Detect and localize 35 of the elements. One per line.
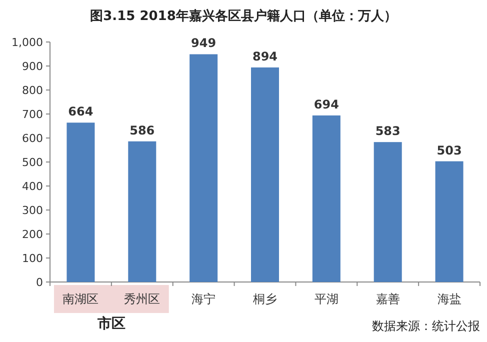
y-tick-label: 0: [36, 276, 43, 289]
bar: [435, 161, 464, 282]
data-label: 694: [314, 97, 339, 112]
text: 市区: [96, 315, 126, 332]
bar: [190, 54, 218, 282]
y-tick-label: 800: [22, 84, 43, 97]
bar: [312, 115, 340, 282]
chart-title: 图3.15 2018年嘉兴各区县户籍人口（单位：万人）: [90, 8, 397, 24]
y-tick-label: 500: [22, 156, 43, 169]
data-label: 503: [436, 143, 462, 158]
y-tick-label: 400: [22, 180, 43, 193]
x-tick-label: 南湖区: [62, 292, 99, 306]
y-tick-label: 900: [22, 60, 43, 73]
x-tick-label: 平湖: [314, 292, 338, 306]
bar: [251, 67, 279, 282]
x-tick-label: 秀州区: [124, 292, 160, 306]
data-label: 664: [68, 104, 94, 119]
y-tick-label: 100: [22, 252, 43, 265]
x-tick-label: 海宁: [192, 292, 216, 306]
data-label: 586: [130, 123, 155, 138]
x-tick-label: 桐乡: [252, 292, 277, 306]
y-tick-label: 600: [22, 132, 43, 145]
y-tick-label: 300: [22, 204, 43, 217]
source-note: 数据来源：统计公报: [372, 319, 480, 333]
y-tick-label: 1,000: [12, 36, 43, 49]
x-tick-label: 嘉善: [376, 292, 400, 306]
y-tick-label: 700: [22, 108, 43, 121]
data-label: 949: [191, 36, 216, 50]
y-tick-label: 200: [22, 228, 43, 241]
data-label: 583: [375, 124, 400, 138]
x-tick-label: 海盐: [437, 292, 462, 306]
data-label: 894: [252, 49, 278, 64]
bar: [374, 142, 402, 282]
bar: [66, 122, 95, 282]
bar: [128, 141, 156, 282]
